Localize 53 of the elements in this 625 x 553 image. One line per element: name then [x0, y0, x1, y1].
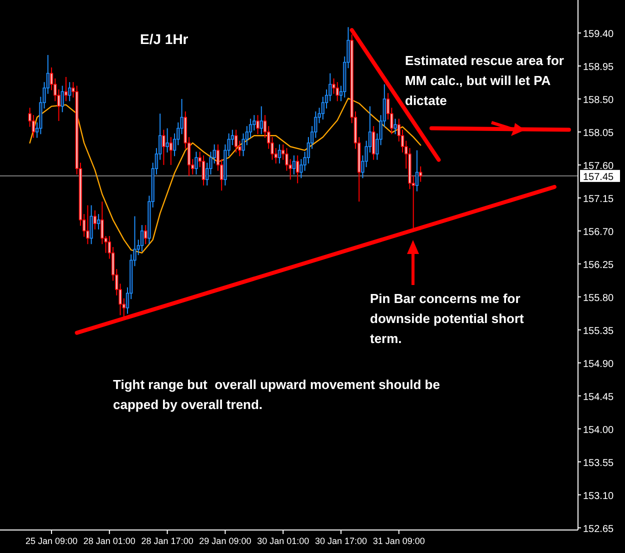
candlestick: [166, 128, 169, 153]
candlestick: [162, 129, 166, 166]
x-tick-label: 28 Jan 17:00: [141, 536, 194, 546]
text: E/J 1Hr: [140, 31, 189, 47]
candlestick: [68, 82, 72, 102]
y-tick-label: 153.10: [583, 490, 614, 502]
candlestick: [278, 144, 282, 164]
annotation: Pin Bar concerns me for downside potential short term.: [370, 291, 525, 346]
candlestick: [194, 151, 198, 175]
y-tick-label: 154.45: [583, 392, 614, 403]
candlestick: [202, 154, 206, 186]
candlestick: [93, 210, 97, 230]
candlestick: [372, 126, 376, 160]
y-tick-label: 154.90: [583, 358, 614, 370]
candlestick: [419, 166, 422, 182]
candlestick: [260, 106, 263, 135]
candlestick: [415, 150, 419, 192]
annotation: Estimated rescue area for MM calc., but will let PA dictate: [405, 53, 564, 108]
candlestick: [336, 82, 339, 102]
x-tick-label: 29 Jan 09:00: [199, 536, 252, 546]
y-tick-label: 157.15: [583, 194, 614, 205]
y-tick-label: 154.00: [583, 424, 614, 436]
y-tick-label: 158.95: [583, 62, 614, 73]
candlestick: [394, 118, 397, 135]
candlestick: [144, 224, 148, 245]
candlestick: [169, 136, 173, 166]
y-tick-label: 157.60: [583, 160, 614, 172]
candlestick: [86, 204, 90, 245]
y-tick-label: 158.05: [583, 128, 614, 139]
annotation: Tight range but overall upward movement should be capped by overall trend.: [113, 377, 440, 412]
candlestick: [292, 154, 296, 175]
y-tick-label: 158.50: [583, 94, 614, 106]
x-tick-label: 30 Jan 01:00: [257, 536, 310, 546]
candlestick: [140, 224, 144, 252]
y-tick-label: 152.65: [583, 524, 614, 535]
candlestick: [60, 85, 64, 113]
y-tick-label: 155.35: [583, 326, 614, 337]
x-tick-label: 25 Jan 09:00: [25, 536, 78, 546]
y-tick-label: 155.80: [583, 292, 614, 304]
x-tick-label: 28 Jan 01:00: [83, 536, 136, 546]
candlestick: [64, 76, 68, 102]
candlestick: [234, 129, 238, 153]
ref-line-label: 157.45: [583, 172, 614, 183]
candlestick: [90, 204, 93, 245]
candlestick: [256, 114, 260, 135]
y-tick-label: 156.25: [583, 260, 614, 271]
candlestick: [96, 214, 100, 230]
candlestick: [296, 154, 300, 184]
x-tick-label: 31 Jan 09:00: [372, 536, 425, 546]
y-tick-label: 159.40: [583, 28, 614, 40]
x-tick-label: 30 Jan 17:00: [314, 536, 368, 546]
y-tick-label: 153.55: [583, 458, 614, 469]
y-tick-label: 156.70: [583, 226, 614, 238]
